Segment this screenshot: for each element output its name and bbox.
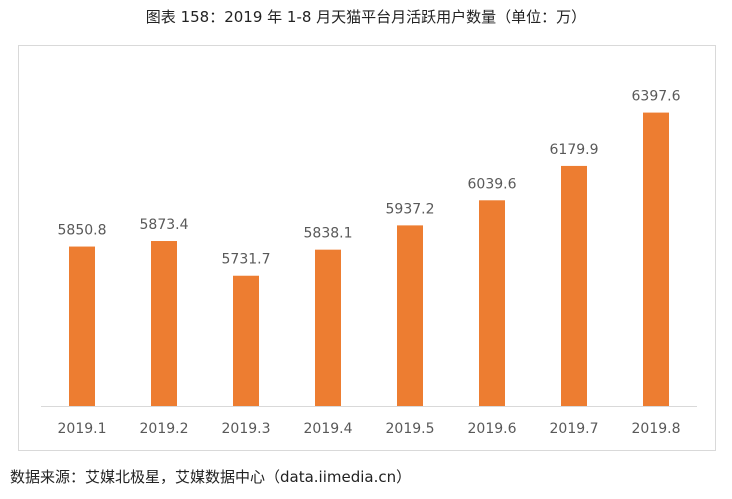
bar [69, 246, 95, 406]
x-tick-label: 2019.7 [550, 421, 599, 437]
data-label: 6397.6 [632, 89, 681, 105]
x-tick-label: 2019.8 [632, 421, 681, 437]
x-tick-label: 2019.5 [386, 421, 435, 437]
x-tick-label: 2019.6 [468, 421, 517, 437]
bar [233, 275, 259, 406]
data-label: 5731.7 [222, 252, 271, 268]
x-tick-label: 2019.2 [140, 421, 189, 437]
bar [643, 112, 669, 406]
bar [151, 241, 177, 406]
data-label: 5873.4 [140, 217, 189, 233]
bar [561, 165, 587, 406]
x-tick-label: 2019.3 [222, 421, 271, 437]
bar [315, 249, 341, 406]
x-tick-label: 2019.1 [58, 421, 107, 437]
data-label: 5838.1 [304, 226, 353, 242]
chart-title: 图表 158：2019 年 1-8 月天猫平台月活跃用户数量（单位：万） [145, 8, 587, 26]
bar [479, 200, 505, 406]
plot-border [18, 45, 716, 451]
x-tick-label: 2019.4 [304, 421, 353, 437]
data-label: 5937.2 [386, 201, 435, 217]
data-label: 6179.9 [550, 142, 599, 158]
data-label: 5850.8 [58, 223, 107, 239]
chart-source: 数据来源：艾媒北极星，艾媒数据中心（data.iimedia.cn） [10, 468, 412, 486]
bar [397, 225, 423, 406]
data-label: 6039.6 [468, 176, 517, 192]
